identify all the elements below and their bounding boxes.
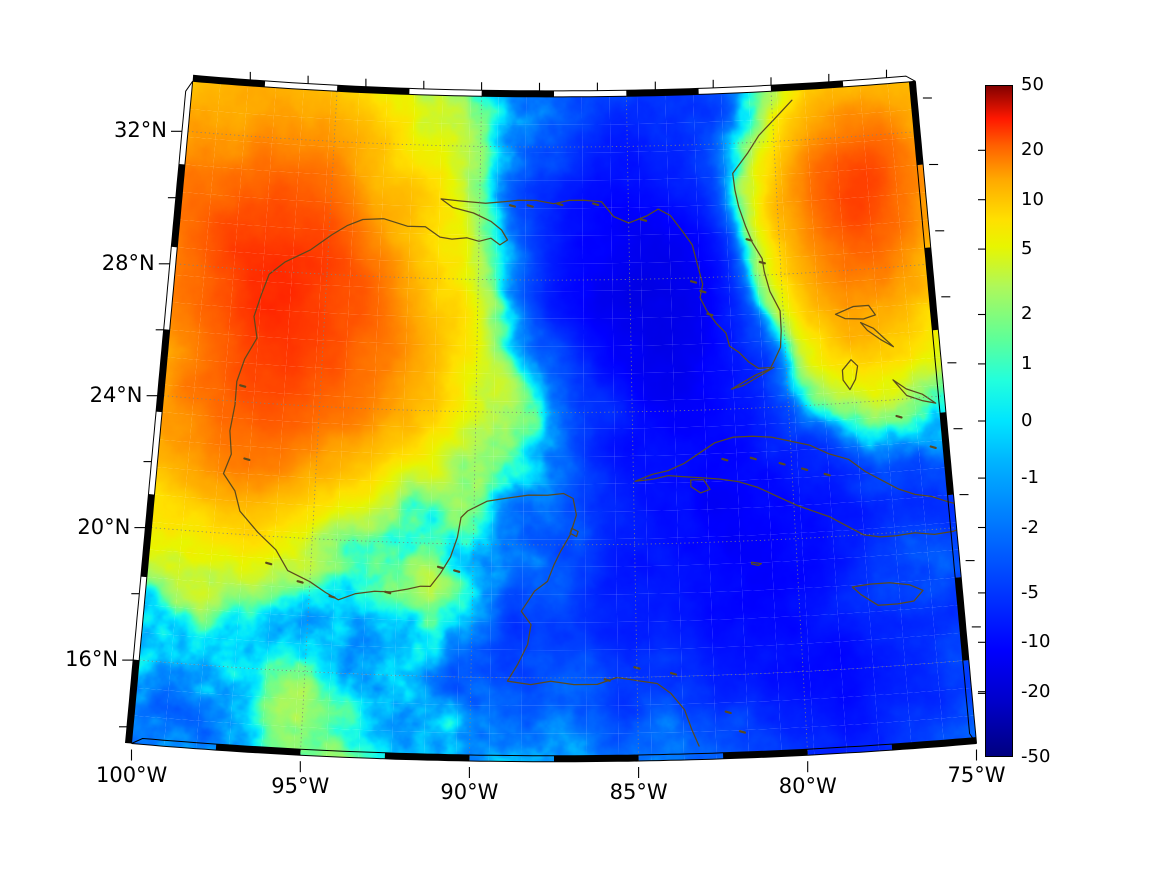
island-speck: [758, 260, 766, 265]
colorbar-tick-label-7: -1: [1021, 467, 1039, 489]
colorbar-tick-label-0: 50: [1021, 74, 1044, 95]
island-speck: [640, 218, 648, 222]
coastline-path: [841, 359, 859, 391]
island-speck: [556, 202, 564, 207]
coastline-path: [851, 582, 924, 606]
island-speck: [603, 678, 611, 682]
lat-tick-label-4: 32°N: [114, 118, 167, 143]
island-speck: [738, 730, 746, 734]
island-speck: [265, 561, 273, 566]
island-speck: [724, 710, 732, 715]
colorbar-tick-label-2: 10: [1021, 188, 1044, 210]
island-speck: [801, 467, 809, 471]
coastline-path: [730, 366, 775, 390]
island-speck: [721, 457, 729, 462]
island-speck: [243, 457, 251, 461]
island-speck: [526, 204, 534, 208]
meridian-line: [299, 91, 338, 756]
colorbar-tick-label-12: -50: [1021, 746, 1051, 767]
lon-tick-label-1: 95°W: [271, 774, 330, 799]
island-speck: [895, 414, 903, 419]
coastline-path: [892, 379, 937, 404]
island-speck: [669, 672, 678, 676]
coastline-path: [859, 321, 895, 348]
coastline-path: [634, 435, 977, 538]
island-speck: [689, 280, 698, 284]
colorbar-tick-label-9: -5: [1021, 581, 1039, 603]
lat-tick-label-0: 16°N: [65, 647, 119, 672]
lon-tick-label-0: 100°W: [95, 762, 168, 787]
field-raster: [131, 81, 977, 762]
island-speck: [749, 456, 757, 461]
island-speck: [778, 462, 786, 466]
coastline-path: [222, 337, 700, 747]
island-speck: [745, 238, 753, 242]
coastline-path: [750, 561, 763, 567]
colorbar-tick-label-10: -10: [1021, 631, 1051, 653]
parallel-line: [163, 395, 945, 413]
island-speck: [823, 472, 831, 477]
lat-tick-label-3: 28°N: [101, 250, 155, 275]
meridian-line: [626, 96, 639, 762]
colorbar-tick-label-6: 0: [1021, 410, 1033, 431]
colorbar-gradient: [985, 85, 1013, 757]
parallel-line: [175, 263, 933, 281]
colorbar-tick-label-11: -20: [1021, 680, 1051, 702]
island-speck: [1015, 462, 1020, 463]
island-speck: [239, 384, 247, 388]
island-speck: [384, 590, 392, 595]
map-frame: [125, 74, 977, 763]
island-speck: [592, 202, 600, 206]
island-speck: [453, 569, 461, 573]
island-speck: [706, 312, 714, 317]
coastline-path: [690, 478, 711, 494]
lon-tick-label-4: 80°W: [778, 774, 837, 799]
colorbar-tick-label-1: 20: [1021, 139, 1044, 161]
lon-tick-label-5: 75°W: [947, 762, 1006, 787]
lon-tick-label-3: 85°W: [609, 779, 668, 804]
island-speck: [296, 580, 304, 584]
lon-tick-label-2: 90°W: [440, 779, 499, 804]
island-speck: [699, 289, 707, 294]
axis-ticks: [119, 69, 987, 778]
meridian-line: [469, 96, 482, 762]
colorbar-tick-label-8: -2: [1021, 516, 1039, 538]
graticule: [139, 91, 969, 762]
colorbar-tick-label-5: 1: [1021, 352, 1033, 374]
coastlines: [222, 99, 1020, 747]
meridian-line: [770, 91, 809, 756]
island-speck: [508, 204, 516, 208]
lat-tick-label-2: 24°N: [89, 382, 143, 407]
island-speck: [436, 565, 445, 570]
lat-tick-label-1: 20°N: [77, 514, 131, 539]
coastline-path: [569, 527, 579, 538]
colorbar-tick-label-3: 5: [1021, 238, 1033, 260]
colorbar-tick-label-4: 2: [1021, 303, 1033, 325]
island-speck: [929, 445, 937, 449]
coastline-path: [253, 99, 793, 369]
island-speck: [328, 595, 336, 599]
parallel-line: [187, 130, 921, 148]
coastline-path: [834, 304, 877, 320]
colorbar: [985, 85, 1013, 757]
island-speck: [952, 453, 960, 457]
colorbar-border: [985, 85, 1013, 757]
